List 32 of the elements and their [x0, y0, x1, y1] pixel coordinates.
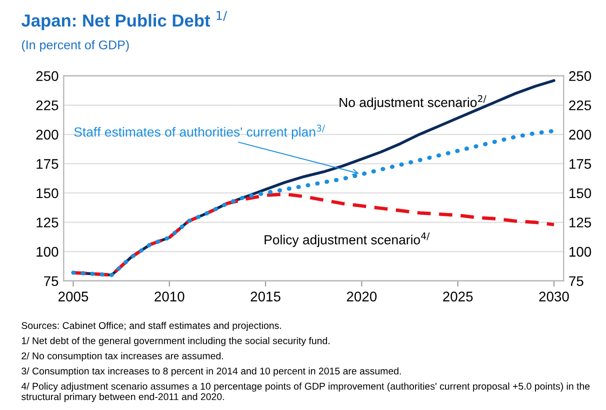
y2-tick-label: 150 — [570, 188, 592, 198]
text: 1/ Net debt of the general government including the social security fund. — [22, 337, 330, 346]
text: 3/ Consumption tax increases to 8 percent in 2014 and 10 percent in 2015 are assumed. — [22, 367, 401, 376]
y2-tick-label: 125 — [570, 218, 592, 228]
x-tick-label: 2020 — [346, 292, 377, 302]
x-tick-label: 2015 — [250, 292, 280, 302]
y-tick-label: 225 — [36, 100, 58, 110]
y2-tick-label: 75 — [569, 276, 584, 286]
chart-title: Japan: Net Public Debt $^{1/}$ — [21, 11, 228, 30]
y2-tick-label: 100 — [570, 246, 592, 257]
text: Staff estimates of authorities' current plan$^{3/}$ — [74, 124, 326, 140]
y2-tick-label: 175 — [570, 159, 592, 169]
y-tick-label: 250 — [36, 71, 58, 82]
x-tick-label: 2005 — [58, 292, 88, 302]
y-tick-label: 100 — [36, 246, 58, 257]
x-tick-label: 2030 — [539, 292, 569, 302]
x-tick-label: 2025 — [443, 292, 473, 302]
y2-tick-label: 250 — [569, 71, 592, 82]
text: 2/ No consumption tax increases are assumed. — [22, 352, 223, 362]
y-tick-label: 175 — [36, 159, 58, 169]
y-tick-label: 75 — [44, 276, 58, 286]
y2-tick-label: 200 — [569, 130, 592, 140]
y-tick-label: 125 — [36, 218, 58, 228]
chart-subtitle: (In percent of GDP) — [22, 40, 129, 52]
text: 4/ Policy adjustment scenario assumes a 10 percentage points of GDP improvement (authorities' current proposal +5.0 points) in the structural primary between end-2011 and 2020. — [21, 382, 590, 402]
y2-tick-label: 225 — [569, 100, 592, 110]
y-tick-label: 150 — [36, 188, 58, 198]
series-label: No adjustment scenario$^{2/}$ — [340, 95, 486, 110]
source-note: Sources: Cabinet Office; and staff estimates and projections. — [22, 322, 281, 331]
series-label: Policy adjustment scenario$^{4/}$ — [264, 232, 430, 248]
y-tick-label: 200 — [36, 130, 58, 140]
x-tick-label: 2010 — [154, 292, 184, 302]
